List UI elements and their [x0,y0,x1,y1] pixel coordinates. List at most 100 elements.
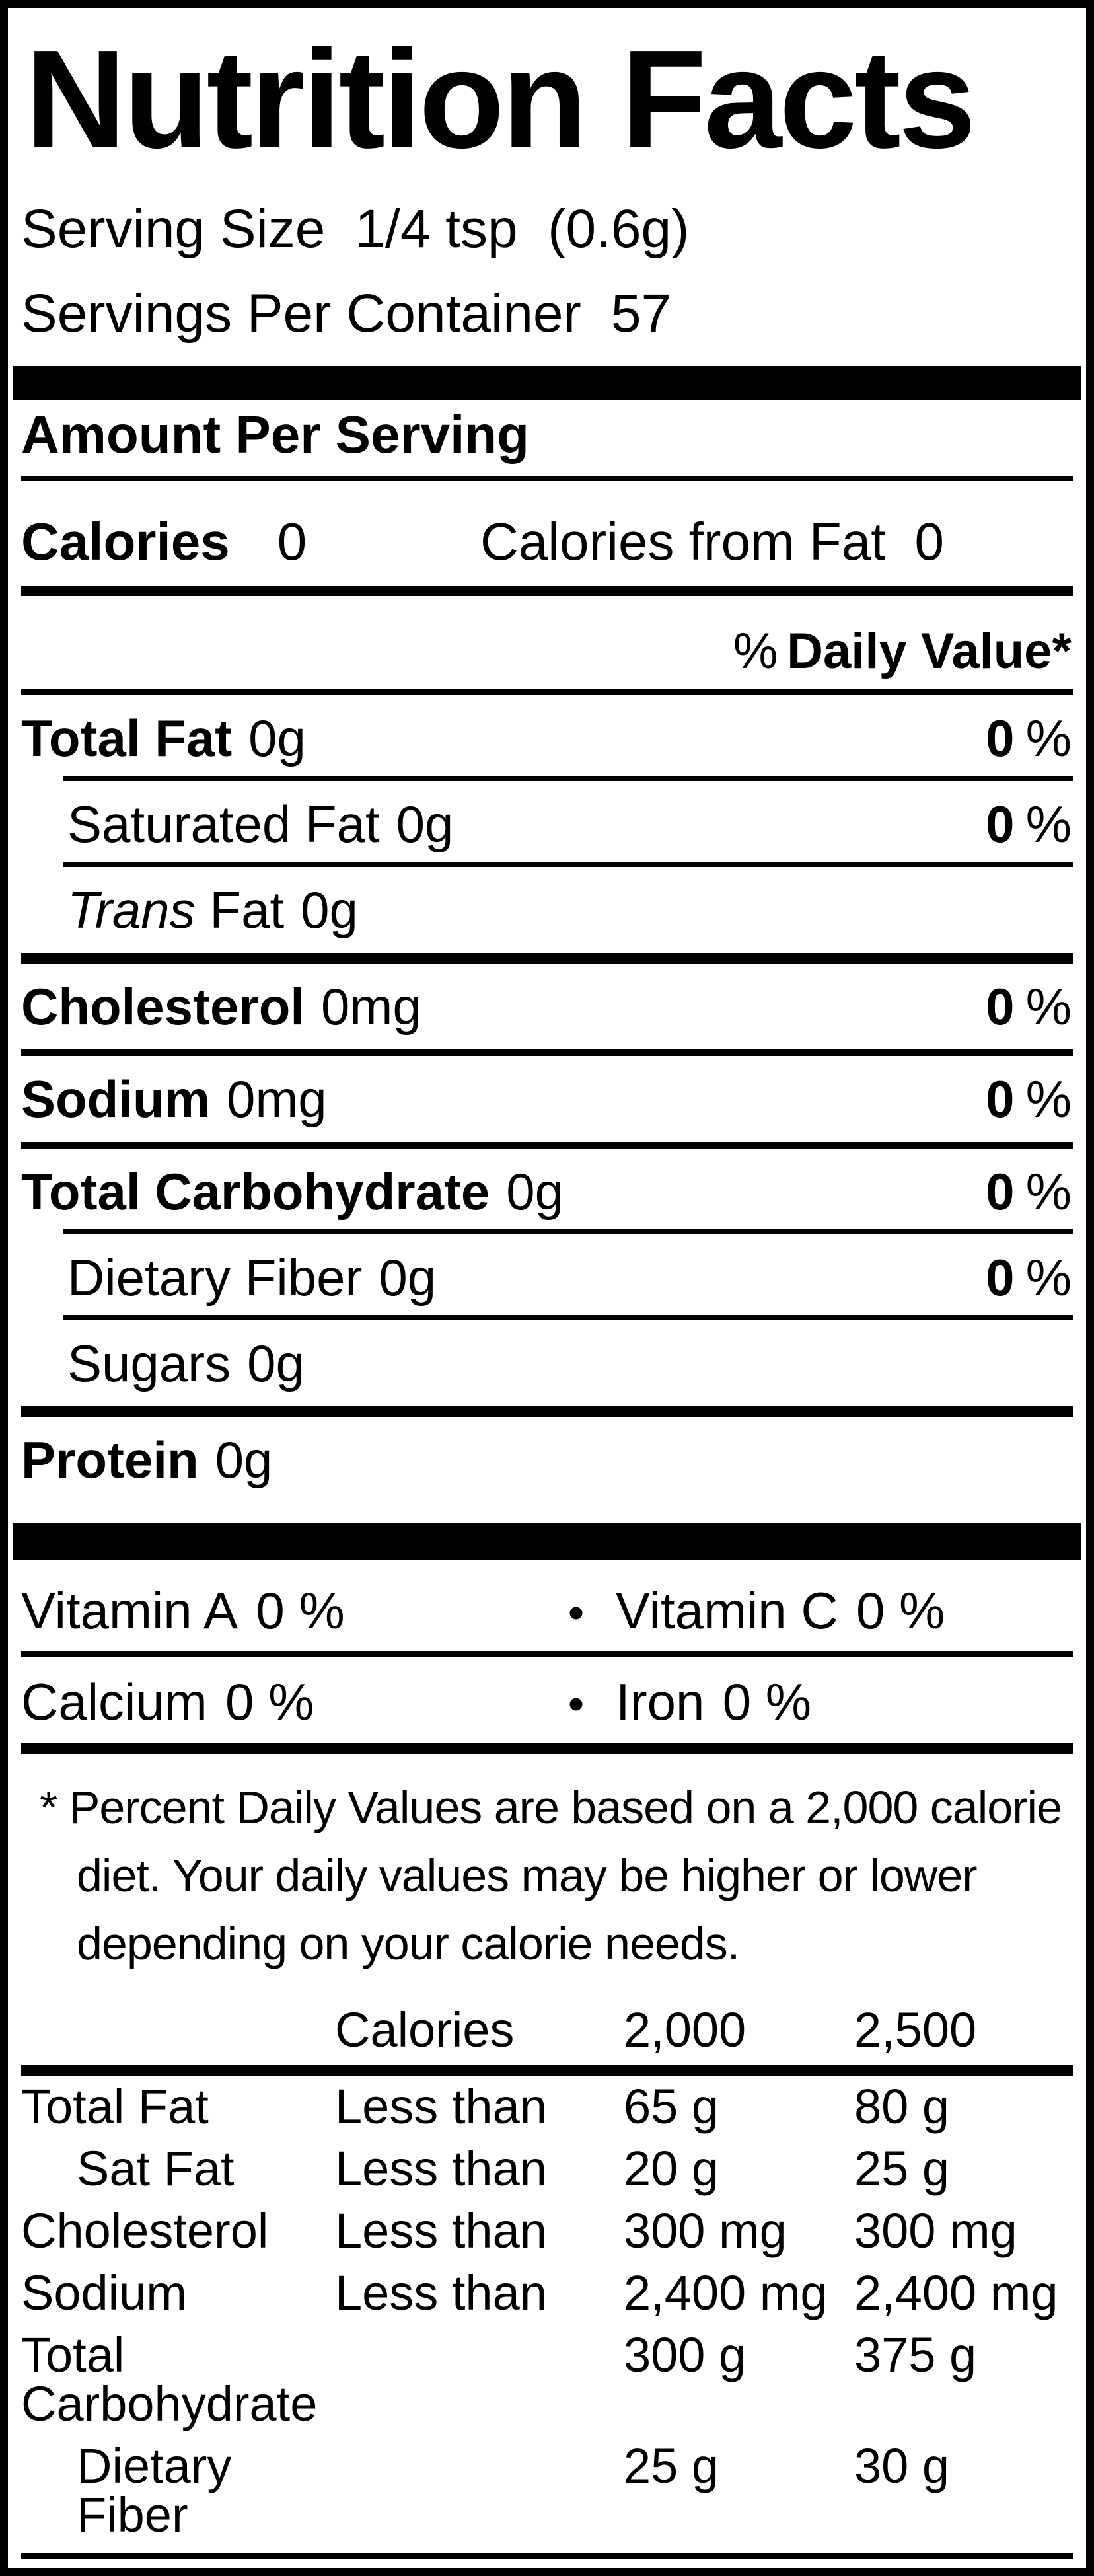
calories-value: 0 [277,512,307,572]
daily-value-footnote: * Percent Daily Values are based on a 2,… [40,1782,1062,1970]
vitamin-name: Calcium [21,1673,207,1731]
serving-size-value: 1/4 tsp (0.6g) [355,199,690,260]
table-cell-2000: 20 g [624,2141,719,2197]
table-cell-name: Sodium [21,2265,187,2321]
daily-value-reference-table: Calories 2,000 2,500 Total Fat Less than… [21,2000,1073,2546]
servings-per-container-value: 57 [610,284,672,344]
nutrient-row-cholesterol: Cholesterol 0mg 0% [21,964,1073,1057]
label-title: Nutrition Facts [25,20,976,177]
table-cell-2500: 80 g [854,2079,950,2135]
vitamin-name: Vitamin A [21,1581,238,1640]
dv-value: 0 [986,1248,1015,1307]
table-cell-2000: 300 g [624,2328,747,2383]
table-cell-2500: 25 g [854,2141,950,2197]
nutrient-name: Sugars [67,1334,231,1393]
header-2500: 2,500 [854,2002,977,2058]
table-row-dietary-fiber: Dietary Fiber 25 g 30 g [21,2435,1073,2546]
daily-value-percent-sign: % [733,623,778,680]
nutrient-daily-value: 0% [986,1073,1073,1125]
serving-size-label: Serving Size [21,199,326,260]
servings-per-container-row: Servings Per Container 57 [21,287,1073,341]
vitamin-name: Vitamin C [616,1581,838,1640]
header-blank-cell [21,2006,335,2055]
serving-size-row: Serving Size 1/4 tsp (0.6g) [21,202,1073,256]
calories-from-fat-label: Calories from Fat [480,512,886,572]
nutrient-name-italic: Trans [67,881,196,940]
nutrient-amount: 0g [248,709,306,768]
nutrient-row-dietary-fiber: Dietary Fiber 0g 0% [21,1234,1073,1321]
table-row-cholesterol: Cholesterol Less than 300 mg 300 mg [21,2200,1073,2262]
table-cell-qualifier [335,2442,624,2540]
calories-from-fat: Calories from Fat 0 [480,515,944,568]
table-cell-2000: 2,400 mg [624,2265,828,2321]
table-cell-2500: 375 g [854,2328,977,2383]
table-cell-2000: 25 g [624,2439,719,2494]
table-cell-name: Sat Fat [77,2141,235,2197]
calories-label: Calories [21,512,230,572]
vitamin-value: 0 % [225,1673,314,1731]
table-cell-qualifier: Less than [335,2141,547,2197]
nutrient-daily-value: 0% [986,981,1073,1032]
table-cell-2500: 300 mg [854,2203,1017,2259]
vitamin-value: 0 % [856,1581,945,1640]
dv-percent-sign: % [1025,1248,1072,1307]
nutrient-row-trans-fat: Trans Fat 0g [21,867,1073,964]
table-cell-2000: 65 g [624,2079,719,2135]
dv-percent-sign: % [1025,1162,1072,1221]
nutrient-amount: 0g [247,1334,305,1393]
nutrient-amount: 0mg [226,1070,327,1129]
table-cell-name: Total Carbohydrate [21,2328,318,2432]
nutrient-amount: 0g [396,795,454,854]
nutrient-amount: 0g [506,1162,564,1221]
nutrient-name: Dietary Fiber [67,1248,363,1307]
table-row-total-fat: Total Fat Less than 65 g 80 g [21,2076,1073,2138]
table-cell-qualifier: Less than [335,2079,547,2135]
nutrient-row-saturated-fat: Saturated Fat 0g 0% [21,781,1073,868]
nutrient-row-protein: Protein 0g [21,1417,1073,1503]
nutrient-name: Saturated Fat [67,795,380,854]
dv-percent-sign: % [1025,795,1072,854]
nutrient-amount: 0g [379,1248,437,1307]
dv-value: 0 [986,1070,1015,1129]
nutrient-daily-value: 0% [986,798,1073,850]
daily-value-header: % Daily Value* [21,596,1073,696]
table-row-total-carbohydrate: Total Carbohydrate 300 g 375 g [21,2324,1073,2435]
header-2000: 2,000 [624,2002,747,2058]
header-calories: Calories [335,2002,515,2058]
nutrient-daily-value: 0% [986,1252,1073,1303]
daily-value-label: Daily Value* [787,623,1072,680]
vitamin-name: Iron [616,1673,705,1731]
dv-value: 0 [986,709,1015,768]
calcium: Calcium 0 % [21,1676,536,1727]
nutrient-amount: 0g [301,881,358,940]
section-divider-bar [13,366,1081,401]
dv-percent-sign: % [1025,977,1072,1036]
dv-percent-sign: % [1025,1070,1072,1129]
table-cell-2500: 30 g [854,2439,950,2494]
table-header-row: Calories 2,000 2,500 [21,2000,1073,2076]
nutrient-amount: 0g [215,1431,273,1490]
nutrient-amount: 0mg [321,977,421,1036]
vitamin-value: 0 % [722,1673,812,1731]
table-row-sodium: Sodium Less than 2,400 mg 2,400 mg [21,2262,1073,2324]
dv-percent-sign: % [1025,709,1072,768]
calories-from-fat-value: 0 [914,512,944,572]
table-cell-qualifier: Less than [335,2265,547,2321]
nutrient-name: Total Fat [21,709,233,768]
nutrient-daily-value: 0% [986,712,1073,764]
nutrient-name: Cholesterol [21,977,305,1036]
table-cell-name: Cholesterol [21,2203,269,2259]
table-cell-2500: 2,400 mg [854,2265,1058,2321]
table-cell-qualifier [335,2331,624,2429]
nutrient-row-total-carbohydrate: Total Carbohydrate 0g 0% [21,1149,1073,1235]
table-cell-name: Dietary Fiber [77,2439,232,2543]
table-cell-qualifier: Less than [335,2203,547,2259]
dv-value: 0 [986,977,1015,1036]
nutrient-name: Protein [21,1431,199,1490]
divider [21,2553,1073,2560]
nutrient-row-sugars: Sugars 0g [21,1320,1073,1418]
